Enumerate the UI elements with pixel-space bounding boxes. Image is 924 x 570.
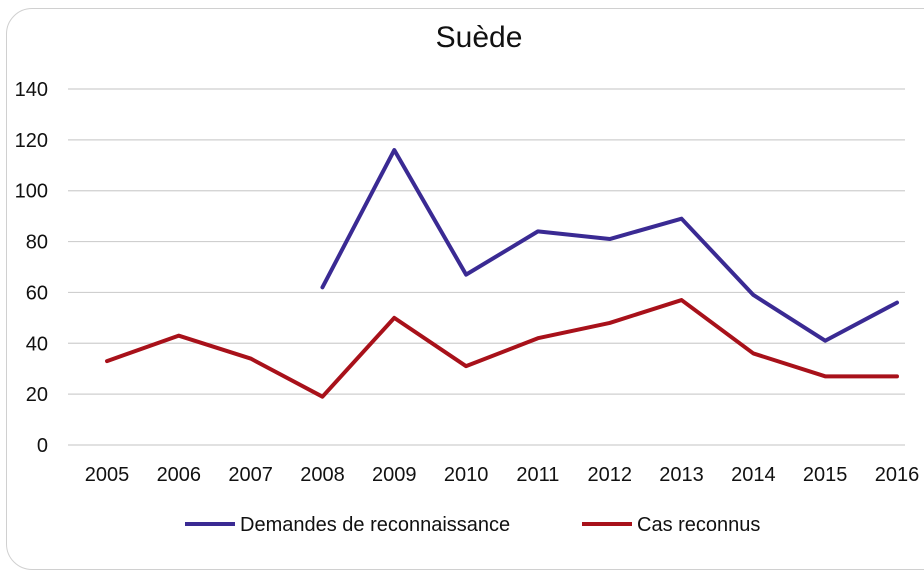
legend: Demandes de reconnaissance Cas reconnus <box>185 514 760 536</box>
data-point <box>105 359 109 363</box>
x-tick-label: 2005 <box>85 464 130 486</box>
series-line-1 <box>320 148 899 343</box>
legend-label-2: Cas reconnus <box>637 514 760 536</box>
x-axis: 2005 2006 2007 2008 2009 2010 2011 2012 2013 2014… <box>85 464 920 486</box>
x-tick-label: 2007 <box>228 464 273 486</box>
x-tick-label: 2012 <box>587 464 632 486</box>
y-axis: 0 20 40 60 80 100 120 140 <box>15 79 48 457</box>
x-tick-label: 2015 <box>803 464 848 486</box>
data-point <box>895 301 899 305</box>
data-point <box>823 339 827 343</box>
chart-title: Suède <box>436 21 523 54</box>
series-lines <box>105 148 899 399</box>
data-point <box>823 374 827 378</box>
gridlines <box>68 88 905 446</box>
y-tick-label: 60 <box>26 282 48 304</box>
data-point <box>320 285 324 289</box>
y-tick-label: 40 <box>26 333 48 355</box>
data-point <box>608 237 612 241</box>
y-tick-label: 80 <box>26 232 48 254</box>
data-point <box>464 364 468 368</box>
data-point <box>680 217 684 221</box>
data-point <box>464 273 468 277</box>
series-line-2 <box>105 298 899 399</box>
y-tick-label: 100 <box>15 181 48 203</box>
data-point <box>895 374 899 378</box>
y-tick-label: 0 <box>37 435 48 457</box>
legend-label-1: Demandes de reconnaissance <box>240 514 510 536</box>
x-tick-label: 2013 <box>659 464 704 486</box>
data-point <box>536 336 540 340</box>
data-point <box>680 298 684 302</box>
data-point <box>392 148 396 152</box>
x-tick-label: 2006 <box>157 464 202 486</box>
y-tick-label: 120 <box>15 130 48 152</box>
x-tick-label: 2011 <box>516 464 559 486</box>
data-point <box>751 351 755 355</box>
data-point <box>751 293 755 297</box>
data-point <box>608 321 612 325</box>
chart-frame <box>6 8 924 570</box>
data-point <box>320 395 324 399</box>
x-tick-label: 2016 <box>875 464 920 486</box>
y-tick-label: 140 <box>15 79 48 101</box>
data-point <box>249 357 253 361</box>
x-tick-label: 2009 <box>372 464 417 486</box>
x-tick-label: 2010 <box>444 464 489 486</box>
x-tick-label: 2014 <box>731 464 776 486</box>
data-point <box>392 316 396 320</box>
y-tick-label: 20 <box>26 384 48 406</box>
x-tick-label: 2008 <box>300 464 345 486</box>
data-point <box>536 229 540 233</box>
data-point <box>177 334 181 338</box>
